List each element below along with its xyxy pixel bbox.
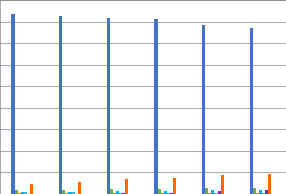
Bar: [11, 14, 15, 194]
Bar: [218, 191, 221, 194]
Bar: [68, 192, 72, 194]
Bar: [250, 28, 253, 194]
Bar: [113, 193, 116, 194]
Bar: [256, 193, 259, 194]
Bar: [116, 191, 119, 194]
Bar: [78, 182, 81, 194]
Bar: [214, 193, 218, 194]
Bar: [205, 188, 208, 194]
Bar: [154, 19, 158, 194]
Bar: [268, 173, 271, 194]
Bar: [59, 16, 62, 194]
Bar: [65, 193, 68, 194]
Bar: [72, 192, 75, 194]
Bar: [15, 190, 18, 194]
Bar: [265, 190, 268, 194]
Bar: [208, 193, 211, 194]
Bar: [259, 190, 262, 194]
Bar: [18, 193, 21, 194]
Bar: [170, 193, 173, 194]
Bar: [21, 192, 24, 194]
Bar: [161, 193, 164, 194]
Bar: [30, 184, 33, 194]
Bar: [173, 178, 176, 194]
Bar: [107, 18, 110, 194]
Bar: [122, 193, 125, 194]
Bar: [221, 175, 224, 194]
Bar: [110, 189, 113, 194]
Bar: [167, 193, 170, 194]
Bar: [262, 193, 265, 194]
Bar: [202, 25, 205, 194]
Bar: [62, 190, 65, 194]
Bar: [158, 189, 161, 194]
Bar: [119, 193, 122, 194]
Bar: [125, 179, 128, 194]
Bar: [211, 190, 214, 194]
Bar: [24, 192, 27, 194]
Bar: [253, 188, 256, 194]
Bar: [164, 191, 167, 194]
